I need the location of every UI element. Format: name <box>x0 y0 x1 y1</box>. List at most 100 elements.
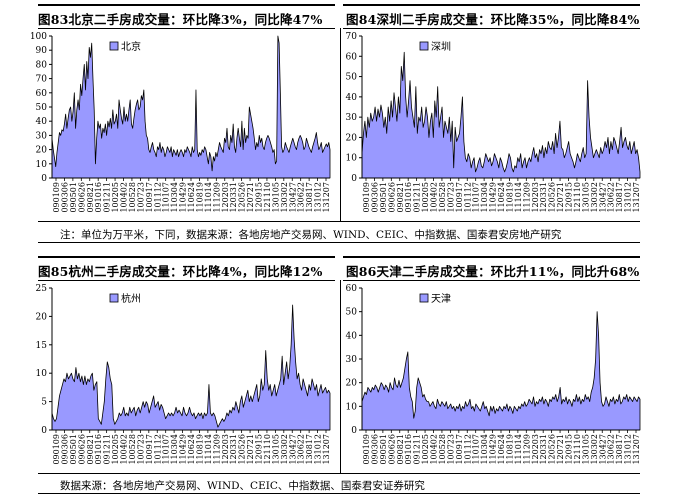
x-tick-label: 120203 <box>531 182 540 213</box>
x-tick-label: 100402 <box>120 434 129 465</box>
source-note-bottom: 数据来源：各地房地产交易网、WIND、CEIC、中指数据、国泰君安证券研究 <box>60 480 425 492</box>
x-tick-label: 090821 <box>396 182 405 213</box>
x-tick-label: 100528 <box>438 434 447 465</box>
series-area <box>361 51 641 179</box>
y-tick-label: 50 <box>36 103 48 113</box>
x-tick-label: 110429 <box>489 182 498 213</box>
x-tick-label: 121110 <box>573 434 582 465</box>
x-tick-label: 111014 <box>204 434 213 465</box>
y-tick-label: 90 <box>36 46 48 56</box>
x-tick-label: 100528 <box>128 182 137 213</box>
x-tick-label: 120331 <box>229 182 238 213</box>
x-tick-label: 090109 <box>52 182 61 213</box>
x-tick-label: 100402 <box>120 182 129 213</box>
x-tick-label: 090626 <box>77 182 86 213</box>
x-tick-label: 130302 <box>280 434 289 465</box>
x-tick-label: 130105 <box>271 434 280 465</box>
x-tick-label: 120526 <box>238 434 247 465</box>
legend-label: 杭州 <box>121 292 141 305</box>
x-tick-label: 130817 <box>305 434 314 465</box>
legend-swatch <box>419 293 429 303</box>
y-tick-label: 60 <box>346 284 358 294</box>
legend-swatch <box>109 293 119 303</box>
mid-rule-right <box>343 256 640 258</box>
x-tick-label: 130302 <box>280 182 289 213</box>
x-tick-label: 090109 <box>362 182 371 213</box>
y-tick-label: 30 <box>36 131 48 141</box>
x-tick-label: 131207 <box>322 434 331 465</box>
y-tick-label: 0 <box>351 426 357 436</box>
x-tick-label: 110304 <box>170 182 179 213</box>
x-tick-label: 120526 <box>548 434 557 465</box>
column-separator-top <box>340 28 341 221</box>
x-tick-label: 130817 <box>615 182 624 213</box>
y-tick-label: 40 <box>346 93 358 103</box>
y-tick-label: 100 <box>30 32 47 42</box>
x-tick-label: 100205 <box>111 434 120 465</box>
x-tick-label: 130622 <box>607 434 616 465</box>
chart-beijing: 0 10 20 30 40 50 60 70 80 90 100 090109 090306 090501… <box>30 32 331 213</box>
notes-rule-bottom <box>38 242 640 243</box>
y-tick-label: 0 <box>351 174 357 184</box>
top-rule-right <box>343 4 640 6</box>
x-tick-label: 090821 <box>86 182 95 213</box>
x-tick-label: 090821 <box>86 434 95 465</box>
y-tick-label: 15 <box>36 341 48 351</box>
x-tick-label: 130427 <box>598 182 607 213</box>
x-tick-label: 120203 <box>221 182 230 213</box>
x-tick-label: 110429 <box>179 182 188 213</box>
title-rule-right <box>343 28 640 29</box>
x-tick-label: 090501 <box>69 434 78 465</box>
y-tick-label: 10 <box>346 402 358 412</box>
y-tick-label: 60 <box>346 52 358 62</box>
x-tick-label: 090626 <box>387 182 396 213</box>
y-tick-label: 40 <box>36 117 48 127</box>
x-tick-label: 110819 <box>505 434 514 465</box>
x-tick-label: 100402 <box>430 182 439 213</box>
x-tick-label: 131012 <box>624 434 633 465</box>
x-tick-label: 110107 <box>472 434 481 465</box>
x-tick-label: 100723 <box>446 434 455 465</box>
x-tick-label: 130105 <box>581 434 590 465</box>
x-tick-label: 110429 <box>489 434 498 465</box>
x-tick-label: 090306 <box>370 434 379 465</box>
x-tick-label: 111209 <box>522 434 531 465</box>
x-tick-label: 110819 <box>195 182 204 213</box>
x-tick-label: 091016 <box>404 182 413 213</box>
series-area <box>51 304 331 431</box>
x-tick-label: 100528 <box>128 434 137 465</box>
y-tick-label: 20 <box>346 133 358 143</box>
x-tick-label: 090501 <box>379 434 388 465</box>
x-tick-label: 110624 <box>187 182 196 213</box>
x-tick-label: 101112 <box>463 434 472 465</box>
y-tick-label: 50 <box>346 73 358 83</box>
x-tick-label: 120721 <box>556 434 565 465</box>
title-rule-left <box>38 28 335 29</box>
legend-label: 天津 <box>431 293 451 305</box>
legend-label: 北京 <box>121 40 141 53</box>
x-tick-label: 120915 <box>565 434 574 465</box>
x-tick-label: 131012 <box>314 182 323 213</box>
x-tick-label: 121110 <box>573 182 582 213</box>
x-tick-label: 121110 <box>263 182 272 213</box>
x-tick-label: 110429 <box>179 434 188 465</box>
title-rule-right-bottom <box>343 280 640 281</box>
x-tick-label: 111014 <box>204 182 213 213</box>
x-tick-label: 131012 <box>314 434 323 465</box>
x-tick-label: 100528 <box>438 182 447 213</box>
x-tick-label: 101112 <box>153 434 162 465</box>
x-tick-label: 120915 <box>255 182 264 213</box>
x-tick-label: 121110 <box>263 434 272 465</box>
x-tick-label: 131012 <box>624 182 633 213</box>
y-tick-label: 80 <box>36 60 48 70</box>
x-tick-label: 090306 <box>60 434 69 465</box>
x-tick-label: 091211 <box>103 434 112 465</box>
source-note-top: 注：单位为万平米，下同，数据来源：各地房地产交易网、WIND、CEIC、中指数据… <box>60 229 562 241</box>
x-tick-label: 120915 <box>565 182 574 213</box>
y-tick-label: 60 <box>36 89 48 99</box>
y-tick-label: 10 <box>346 154 358 164</box>
x-tick-label: 090109 <box>52 434 61 465</box>
x-tick-label: 130302 <box>590 182 599 213</box>
x-tick-label: 120721 <box>246 434 255 465</box>
